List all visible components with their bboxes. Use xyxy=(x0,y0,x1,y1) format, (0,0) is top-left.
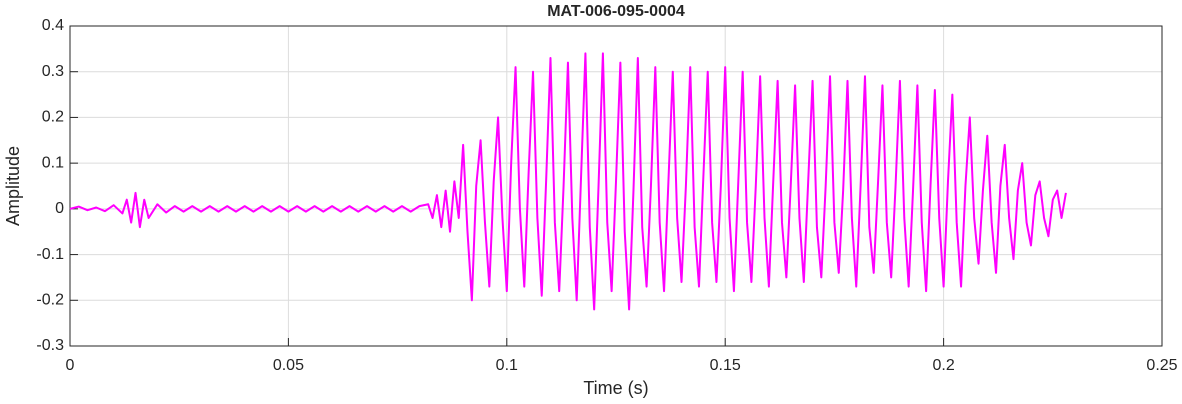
y-tick-label: 0 xyxy=(55,200,64,217)
x-tick-label: 0.15 xyxy=(710,357,741,374)
y-axis-label: Amplitude xyxy=(3,146,23,226)
chart-title: MAT-006-095-0004 xyxy=(547,3,685,20)
y-tick-label: -0.1 xyxy=(36,246,64,263)
x-tick-label: 0 xyxy=(66,357,75,374)
y-tick-label: -0.2 xyxy=(36,292,64,309)
y-tick-label: 0.2 xyxy=(42,109,64,126)
x-tick-label: 0.05 xyxy=(273,357,304,374)
x-tick-label: 0.25 xyxy=(1146,357,1177,374)
waveform-line xyxy=(69,52,1067,311)
y-tick-label: -0.3 xyxy=(36,337,64,354)
y-tick-label: 0.4 xyxy=(42,17,64,34)
plot-frame xyxy=(69,25,1163,347)
x-axis-label: Time (s) xyxy=(583,378,648,398)
x-tick-label: 0.2 xyxy=(932,357,954,374)
y-tick-label: 0.1 xyxy=(42,154,64,171)
x-tick-label: 0.1 xyxy=(496,357,518,374)
y-tick-label: 0.3 xyxy=(42,63,64,80)
